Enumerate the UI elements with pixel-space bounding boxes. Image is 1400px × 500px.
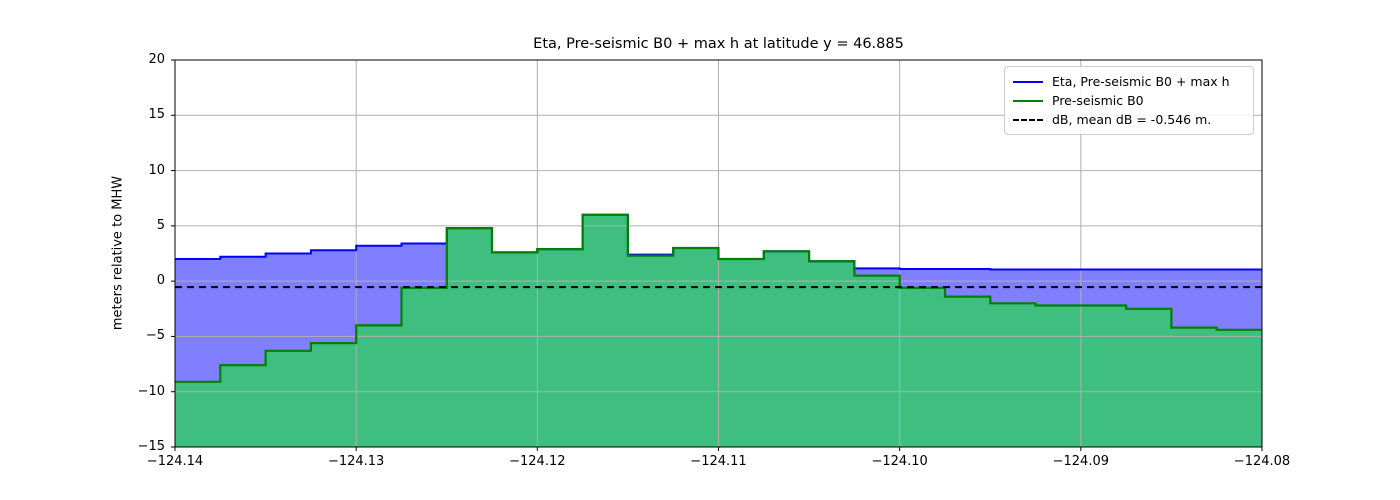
legend: Eta, Pre-seismic B0 + max h Pre-seismic … [1004,66,1254,135]
legend-item-label: Eta, Pre-seismic B0 + max h [1052,74,1230,89]
legend-item-label: dB, mean dB = -0.546 m. [1052,112,1212,127]
y-tick-label: 10 [148,162,165,178]
legend-item-db: dB, mean dB = -0.546 m. [1011,110,1247,129]
b0-line [175,213,1262,383]
x-tick-label: −124.08 [1233,454,1291,469]
chart-title: Eta, Pre-seismic B0 + max h at latitude … [533,36,904,52]
x-tick-label: −124.14 [146,454,204,469]
legend-item-label: Pre-seismic B0 [1052,93,1144,108]
x-tick-label: −124.13 [327,454,385,469]
y-tick-label: −10 [137,383,165,399]
eta-line-swatch-icon [1013,80,1043,83]
y-tick-label: −15 [137,439,165,454]
x-tick-label: −124.10 [871,454,928,469]
legend-item-b0: Pre-seismic B0 [1011,91,1247,110]
x-tick-label: −124.11 [690,454,747,469]
y-tick-label: 20 [148,52,165,67]
db-dashed-line-swatch-icon [1013,118,1043,121]
y-tick-label: 0 [156,273,165,289]
x-tick-label: −124.12 [509,454,566,469]
x-tick-label: −124.09 [1052,454,1110,469]
legend-item-eta: Eta, Pre-seismic B0 + max h [1011,72,1247,91]
b0-line-swatch-icon [1013,99,1043,102]
y-tick-label: −5 [145,328,165,344]
y-tick-label: 15 [148,107,165,123]
y-tick-label: 5 [156,217,165,233]
